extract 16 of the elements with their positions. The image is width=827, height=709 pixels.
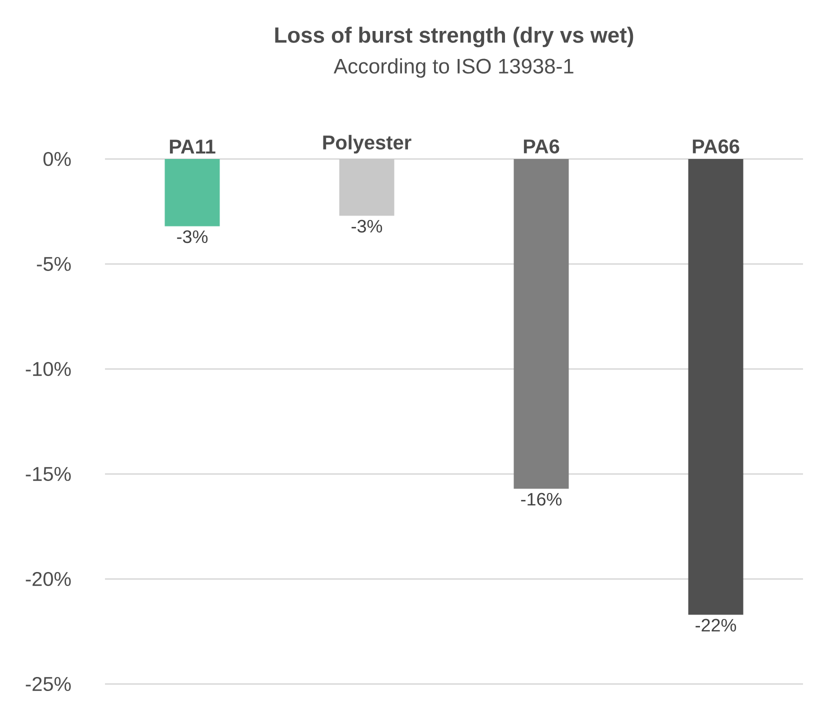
y-tick-label: -20% <box>26 572 71 586</box>
data-label: -16% <box>521 492 562 506</box>
x-tick-label: PA66 <box>692 139 740 154</box>
y-tick-label: -25% <box>26 676 71 692</box>
x-tick-label: PA6 <box>524 139 560 154</box>
y-tick-label: 0% <box>43 152 71 166</box>
y-tick-label: -5% <box>36 256 71 271</box>
data-label: -22% <box>696 618 736 632</box>
x-tick-label: Polyester <box>323 134 412 154</box>
y-tick-label: -10% <box>26 362 71 376</box>
data-label: -3% <box>352 220 382 233</box>
y-tick-label: -15% <box>26 466 71 481</box>
data-label: -3% <box>177 230 208 244</box>
x-tick-label: PA11 <box>170 140 216 154</box>
chart-subtitle: According to ISO 13938-1 <box>334 58 574 78</box>
chart-title: Loss of burst strength (dry vs wet) <box>275 26 634 48</box>
